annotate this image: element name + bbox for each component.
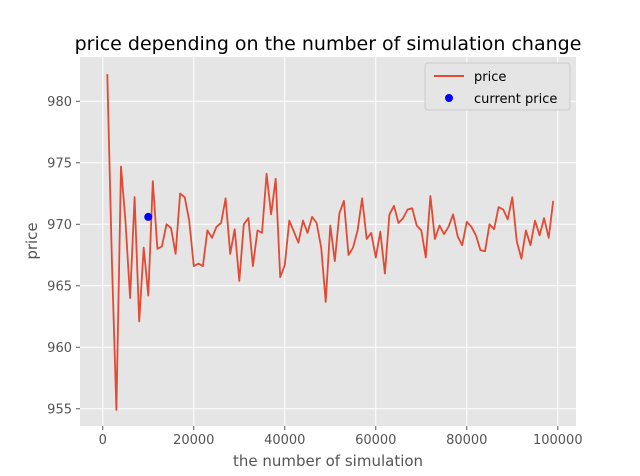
legend-box — [424, 62, 571, 111]
y-tick-label: 970 — [47, 218, 72, 233]
chart-marks — [106, 74, 555, 411]
y-tick-label: 960 — [47, 341, 72, 356]
legend-current-price-marker — [445, 94, 453, 102]
legend-current-price-label: current price — [474, 92, 557, 107]
current-price-point — [144, 212, 153, 221]
x-tick-label: 80000 — [446, 433, 487, 448]
legend-price-label: price — [474, 70, 506, 85]
series-line-price — [106, 74, 555, 411]
x-tick-label: 0 — [99, 433, 107, 448]
x-tick-label: 20000 — [173, 433, 214, 448]
y-tick-label: 980 — [47, 95, 72, 110]
y-tick-label: 975 — [47, 156, 72, 171]
axis-ticks: 0 20000 40000 60000 80000 100000 955 960 965 970 9… — [47, 95, 582, 448]
y-tick-label: 955 — [47, 402, 72, 417]
x-axis-label: the number of simulation — [233, 452, 423, 470]
grid — [80, 57, 576, 426]
x-tick-label: 100000 — [533, 433, 583, 448]
y-tick-label: 965 — [47, 279, 72, 294]
y-axis-label: price — [23, 222, 41, 259]
x-tick-label: 60000 — [355, 433, 396, 448]
chart-title: price depending on the number of simulat… — [75, 33, 582, 55]
x-tick-label: 40000 — [264, 433, 305, 448]
plot-area — [80, 57, 576, 426]
legend: price current price — [424, 62, 571, 111]
